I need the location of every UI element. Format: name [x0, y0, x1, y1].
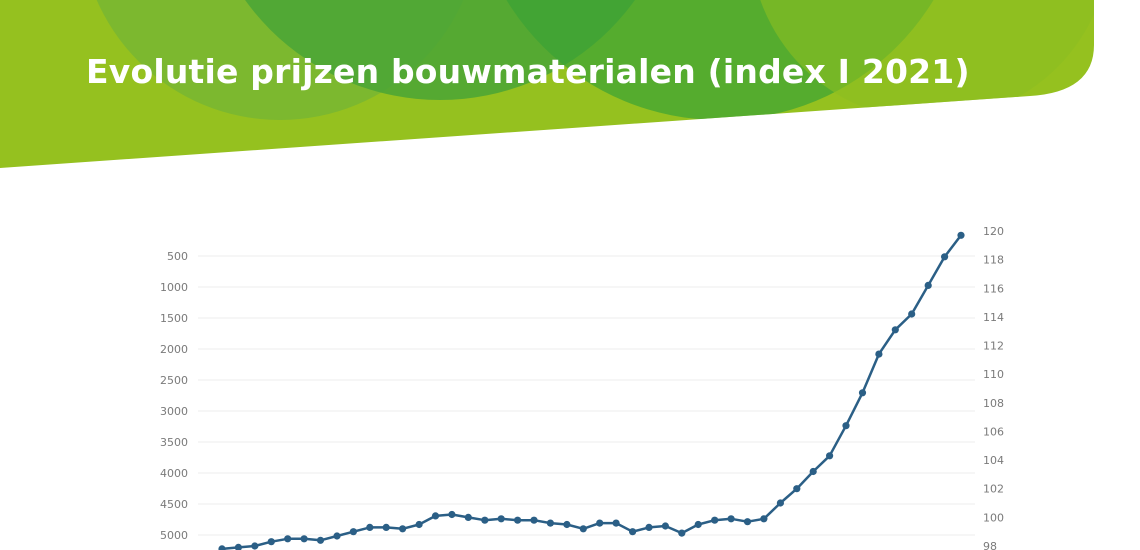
- right-tick-label: 106: [983, 425, 1004, 438]
- data-point: [382, 523, 390, 532]
- data-point: [481, 516, 489, 524]
- right-tick-label: 98: [983, 540, 997, 550]
- data-point: [875, 350, 883, 358]
- right-tick-label: 118: [983, 254, 1004, 267]
- data-point: [530, 516, 538, 524]
- data-point: [267, 538, 275, 546]
- left-tick-label: 500: [167, 250, 188, 263]
- data-point: [464, 513, 472, 522]
- right-tick-label: 116: [983, 282, 1004, 295]
- data-point: [546, 519, 555, 527]
- left-tick-label: 4000: [160, 467, 188, 480]
- data-point: [760, 515, 768, 523]
- right-tick-label: 112: [983, 340, 1004, 353]
- left-axis: 500 1000 1500 2000 2500 3000 3500 4000 4500 5000: [160, 250, 188, 542]
- left-tick-label: 5000: [160, 529, 188, 542]
- right-axis: 98 100 102 104 106 108 110 112 114 116 118 120: [983, 225, 1004, 550]
- right-tick-label: 104: [983, 454, 1004, 467]
- series-points: [218, 231, 965, 550]
- data-point: [826, 452, 834, 460]
- data-point: [842, 422, 850, 430]
- right-tick-label: 120: [983, 225, 1004, 238]
- left-tick-label: 1000: [160, 281, 188, 294]
- data-point: [678, 529, 686, 537]
- data-point: [514, 516, 522, 524]
- banner-circle-far-right: [750, 0, 1094, 120]
- data-point: [300, 535, 308, 543]
- slide-title: Evolutie prijzen bouwmaterialen (index I…: [86, 52, 970, 91]
- data-point: [891, 326, 899, 334]
- right-tick-label: 114: [983, 311, 1004, 324]
- data-point: [579, 525, 587, 533]
- data-point: [645, 523, 653, 532]
- data-point: [366, 523, 374, 532]
- data-point: [776, 499, 785, 507]
- data-point: [349, 528, 357, 536]
- data-point: [316, 536, 325, 544]
- data-point: [661, 522, 670, 530]
- right-tick-label: 100: [983, 511, 1004, 524]
- data-point: [941, 253, 949, 261]
- left-tick-label: 4500: [160, 498, 188, 511]
- grid-lines: [198, 255, 975, 536]
- data-point: [711, 516, 719, 524]
- data-point: [251, 542, 259, 550]
- data-point: [908, 310, 916, 318]
- right-tick-label: 108: [983, 397, 1004, 410]
- data-point: [399, 525, 407, 533]
- series-line: [221, 234, 962, 550]
- data-point: [793, 485, 801, 493]
- data-point: [924, 281, 932, 289]
- data-point: [957, 231, 965, 239]
- left-tick-label: 1500: [160, 312, 188, 325]
- data-point: [629, 528, 637, 536]
- data-point: [612, 519, 620, 527]
- data-point: [431, 512, 440, 520]
- data-point: [596, 519, 604, 527]
- data-point: [727, 515, 735, 523]
- left-tick-label: 3000: [160, 405, 188, 418]
- right-tick-label: 110: [983, 368, 1004, 381]
- right-tick-label: 102: [983, 483, 1004, 496]
- data-point: [694, 520, 702, 529]
- header-banner: [0, 0, 1094, 168]
- data-point: [809, 467, 817, 476]
- data-point: [448, 510, 456, 519]
- data-point: [858, 389, 867, 397]
- data-point: [415, 520, 423, 529]
- data-point: [333, 532, 341, 540]
- data-point: [743, 518, 752, 526]
- left-tick-label: 2500: [160, 374, 188, 387]
- data-point: [497, 515, 505, 523]
- data-point: [563, 520, 571, 529]
- data-point: [218, 545, 226, 550]
- left-tick-label: 3500: [160, 436, 188, 449]
- left-tick-label: 2000: [160, 343, 188, 356]
- data-point: [284, 535, 292, 543]
- data-point: [234, 543, 242, 550]
